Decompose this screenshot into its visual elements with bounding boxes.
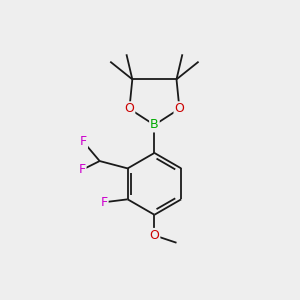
Text: O: O [175,102,184,115]
Text: F: F [100,196,108,209]
Text: O: O [124,102,134,115]
Text: B: B [150,118,159,131]
Text: O: O [149,229,159,242]
Text: F: F [80,135,87,148]
Text: F: F [78,164,85,176]
